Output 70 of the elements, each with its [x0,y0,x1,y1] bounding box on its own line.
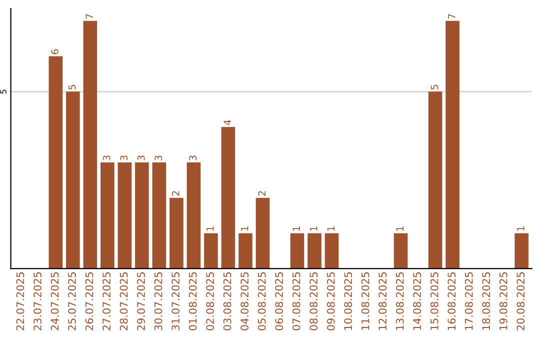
bar [186,162,201,269]
x-tick-label: 04.08.2025 [240,272,248,330]
data-label: 3 [120,156,128,160]
bar [238,233,252,269]
data-label: 1 [292,226,300,231]
data-label: 7 [448,14,456,19]
x-tick-label: 07.08.2025 [292,272,300,330]
bar [48,56,63,269]
bar [308,233,322,269]
x-tick-label: 14.08.2025 [413,272,422,330]
data-label: 3 [189,156,197,160]
x-tick-label: 23.07.2025 [34,272,42,330]
bar [152,162,166,269]
x-tick-label: 09.08.2025 [326,272,335,330]
x-tick-label: 15.08.2025 [430,272,438,330]
x-tick-label: 13.08.2025 [396,272,404,330]
x-tick-label: 27.07.2025 [102,272,110,330]
bar [221,127,236,269]
x-tick-label: 20.08.2025 [516,272,525,330]
x-tick-label: 06.08.2025 [275,272,283,330]
bar [100,162,114,269]
x-tick-label: 18.08.2025 [482,272,490,330]
data-label: 6 [51,49,58,54]
x-tick-label: 24.07.2025 [50,272,59,330]
x-tick-label: 08.08.2025 [310,272,318,330]
data-label: 2 [258,191,266,196]
data-label: 1 [517,226,524,231]
data-label: 3 [137,156,145,160]
data-label: 1 [396,226,404,231]
x-tick-label: 31.07.2025 [172,272,180,330]
data-label: 2 [172,191,180,196]
bar [256,198,270,269]
bar [446,20,460,269]
x-tick-label: 29.07.2025 [137,272,145,330]
x-tick-label: 05.08.2025 [258,272,266,330]
bar [66,92,80,269]
x-tick-label: 19.08.2025 [499,272,508,330]
data-label: 3 [154,156,162,160]
data-label: 1 [310,226,318,231]
x-tick-label: 16.08.2025 [448,272,456,330]
x-tick-label: 28.07.2025 [120,272,128,330]
x-tick-label: 01.08.2025 [188,272,197,330]
data-label: 3 [102,156,110,160]
data-label: 1 [206,226,214,231]
data-label: 7 [86,14,93,19]
x-tick-label: 25.07.2025 [68,272,76,330]
data-label: 4 [224,120,231,126]
bar [135,162,149,269]
bar [170,198,184,269]
x-tick-label: 12.08.2025 [378,272,387,330]
x-tick-label: 30.07.2025 [154,272,162,330]
x-tick-label: 11.08.2025 [361,272,370,330]
x-tick-label: 02.08.2025 [206,272,214,330]
bar [428,92,442,269]
data-label: 5 [430,84,438,90]
bar [83,20,98,269]
data-label: 1 [241,226,248,231]
x-tick-label: 17.08.2025 [464,272,473,330]
bar [394,233,408,269]
data-label: 5 [68,84,76,90]
bar [118,162,132,269]
bar [324,233,339,269]
x-tick-label: 03.08.2025 [223,272,232,330]
bar [290,233,304,269]
bar [514,233,528,269]
x-tick-label: 22.07.2025 [16,272,24,330]
x-tick-label: 26.07.2025 [85,272,94,330]
x-tick-label: 10.08.2025 [344,272,352,330]
bar [204,233,218,269]
data-label: 1 [327,226,334,231]
